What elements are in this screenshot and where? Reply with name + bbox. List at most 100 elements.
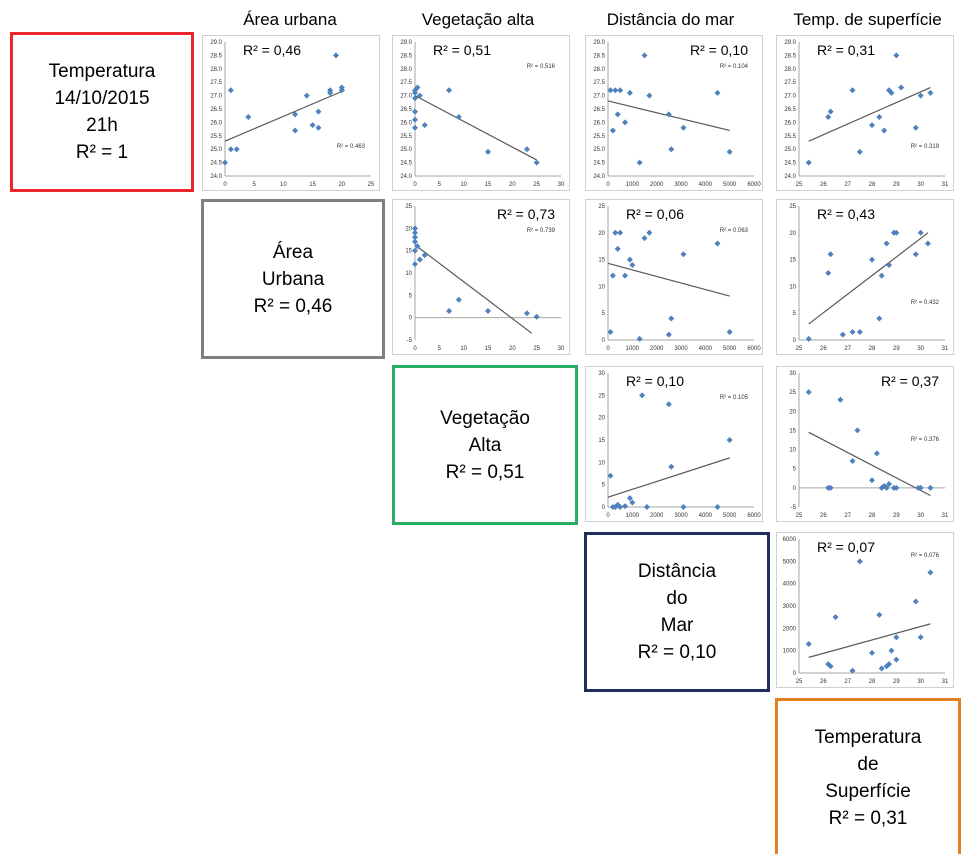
data-point	[924, 240, 931, 247]
data-point	[680, 124, 687, 131]
scatter-panel: 0 1000 2000 3000 4000 5000 6000 24.0 24.5 25.0 25.…	[585, 35, 763, 191]
y-tick-label: 30	[598, 371, 605, 377]
data-point	[927, 89, 934, 96]
data-point	[643, 504, 650, 510]
data-point	[416, 92, 423, 99]
scatter-panel: 0 5 10 15 20 25 24.0 24.5 25.0 25.5 26.0 26.5 27.0 27…	[202, 35, 380, 191]
label-r2: R² = 1	[75, 142, 129, 163]
data-point	[412, 124, 418, 131]
y-tick-label: 25.5	[210, 134, 222, 140]
trend-line	[808, 623, 931, 658]
data-point	[726, 437, 733, 443]
y-tick-label: 28.5	[400, 53, 412, 59]
data-point	[617, 87, 624, 94]
y-tick-label: 27.5	[400, 80, 412, 86]
x-tick-label: 3000	[674, 182, 688, 188]
x-tick-label: 30	[917, 513, 924, 519]
data-point	[869, 122, 875, 129]
header-area-urbana: Área urbana	[243, 10, 337, 29]
data-point	[614, 501, 621, 508]
x-tick-label: 2000	[650, 182, 664, 188]
data-point	[414, 84, 421, 91]
y-tick-label: 25.0	[784, 147, 796, 153]
data-point	[622, 119, 629, 126]
y-tick-label: 0	[602, 505, 606, 511]
data-point	[883, 484, 890, 491]
y-tick-label: 25.5	[593, 134, 605, 140]
x-tick-label: 5000	[723, 513, 737, 519]
data-point	[233, 146, 240, 153]
data-point	[876, 611, 883, 618]
data-point	[888, 647, 895, 654]
data-point	[332, 52, 339, 59]
data-point	[245, 114, 252, 121]
data-point	[412, 234, 418, 241]
y-tick-label: 26.5	[593, 107, 605, 113]
trend-line	[607, 262, 730, 297]
x-tick-label: 30	[558, 182, 565, 188]
y-tick-label: 24.5	[210, 161, 222, 167]
r2-label: R² = 0,43	[817, 206, 875, 222]
y-tick-label: 15	[598, 438, 605, 444]
data-point	[878, 665, 885, 672]
x-tick-label: 28	[869, 182, 876, 188]
x-tick-label: 28	[869, 513, 876, 519]
y-tick-label: 25.0	[400, 147, 412, 153]
scatter-panel: 0 5 10 15 20 25 30 -5 0 5 10 15 20 25 R² = 0,73 R² = 0.…	[392, 199, 570, 355]
data-point	[827, 663, 834, 670]
r2-small-label: R² = 0.319	[910, 144, 939, 150]
scatter-panel: 0 5 10 15 20 25 30 24.0 24.5 25.0 25.5 26.0 26.5 27.0…	[392, 35, 570, 191]
data-point	[893, 229, 900, 236]
y-tick-label: 27.0	[593, 94, 605, 100]
label-line: Temperatura	[48, 61, 156, 82]
data-point	[533, 159, 540, 166]
data-point	[629, 261, 636, 268]
data-point	[665, 331, 672, 338]
x-tick-label: 0	[606, 346, 610, 352]
data-point	[825, 114, 832, 121]
y-tick-label: 24.0	[784, 174, 796, 180]
y-tick-label: 10	[598, 460, 605, 466]
x-tick-label: 25	[533, 346, 540, 352]
x-tick-label: 5	[253, 182, 257, 188]
data-point	[455, 296, 462, 303]
data-point	[222, 159, 228, 166]
x-tick-label: 25	[368, 182, 375, 188]
data-point	[726, 328, 733, 335]
data-point	[412, 229, 418, 236]
r2-label: R² = 0,51	[433, 42, 491, 58]
data-point	[612, 87, 619, 94]
r2-label: R² = 0,10	[690, 42, 748, 58]
x-tick-label: 30	[917, 346, 924, 352]
data-point	[421, 122, 428, 129]
y-tick-label: 20	[598, 416, 605, 422]
scatter-plot: 25 26 27 28 29 30 31 0 5 10 15 20 25	[789, 204, 949, 352]
label-line: 14/10/2015	[54, 88, 150, 109]
data-point	[927, 569, 934, 576]
data-point	[412, 225, 418, 232]
label-line: do	[666, 588, 688, 609]
label-line: Área	[272, 241, 314, 263]
data-point	[641, 235, 648, 242]
header-distancia-do-mar: Distância do mar	[606, 10, 735, 29]
data-point	[837, 396, 844, 403]
y-tick-label: 20	[789, 231, 796, 237]
data-point	[832, 614, 839, 621]
trend-line	[808, 87, 931, 142]
data-point	[883, 240, 890, 247]
label-line: Temperatura	[814, 726, 922, 748]
y-tick-label: 30	[789, 371, 796, 377]
y-tick-label: 25.0	[210, 147, 222, 153]
data-point	[805, 640, 812, 647]
x-tick-label: 0	[413, 182, 417, 188]
data-point	[886, 661, 893, 668]
r2-small-label: R² = 0.063	[719, 228, 748, 234]
data-point	[622, 503, 629, 510]
data-point	[912, 251, 919, 258]
data-point	[412, 261, 418, 268]
label-r2: R² = 0,46	[253, 295, 333, 317]
data-point	[607, 472, 614, 479]
header-temp-superficie: Temp. de superfície	[793, 10, 942, 29]
scatter-panel: 25 26 27 28 29 30 31 -5 0 5 10 15 20 25 30 R² = 0,37 R² …	[776, 366, 954, 522]
y-tick-label: 24.5	[784, 161, 796, 167]
